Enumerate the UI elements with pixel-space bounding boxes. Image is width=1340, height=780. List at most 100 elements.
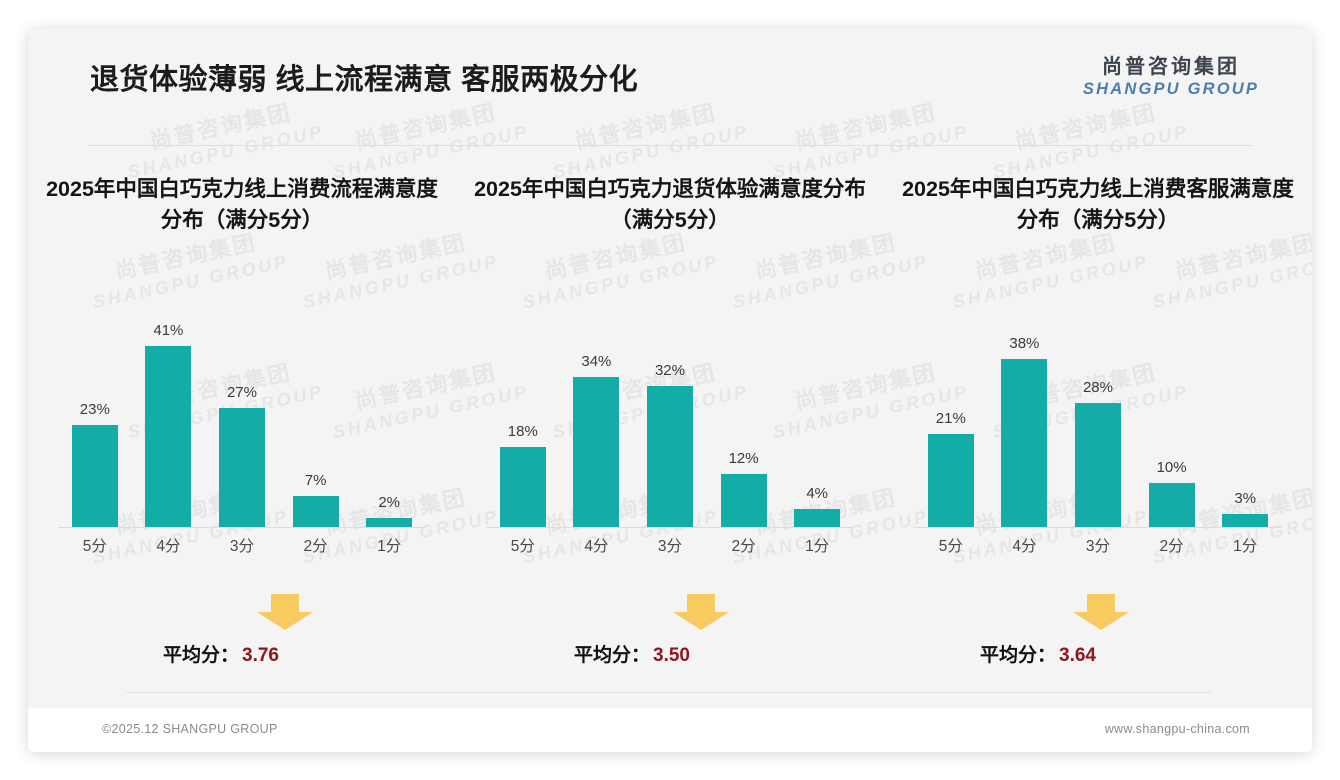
bar-item[interactable]: 12% xyxy=(707,282,781,527)
down-arrow-icon xyxy=(256,592,314,632)
bar-value-label: 41% xyxy=(153,322,184,339)
bar-series: 23% 41% 27% 7% 2% xyxy=(58,282,426,527)
average-annotation: 平均分： 3.64 xyxy=(894,592,1302,678)
chart-title: 2025年中国白巧克力线上消费流程满意度分布（满分5分） xyxy=(46,177,438,232)
chart-title: 2025年中国白巧克力线上消费客服满意度分布（满分5分） xyxy=(902,177,1294,232)
average-score-text: 平均分： 3.50 xyxy=(574,640,690,667)
average-value: 3.64 xyxy=(1059,645,1096,666)
website-link[interactable]: www.shangpu-china.com xyxy=(1104,722,1250,736)
bar-item[interactable]: 21% xyxy=(914,282,988,527)
bar-value-label: 27% xyxy=(226,384,257,401)
x-tick-label: 1分 xyxy=(1233,538,1258,555)
logo-chinese-text: 尚普咨询集团 xyxy=(1102,56,1240,78)
x-tick-label: 1分 xyxy=(805,538,830,555)
chart-panel-2: 2025年中国白巧克力退货体验满意度分布（满分5分） 18% 34% 32% 12% 4%… xyxy=(456,174,884,678)
bar-item[interactable]: 7% xyxy=(279,282,353,527)
logo-english-text: SHANGPU GROUP xyxy=(1082,80,1260,98)
bar-item[interactable]: 3% xyxy=(1208,282,1282,527)
x-tick-label: 2分 xyxy=(303,538,328,555)
bar-rect[interactable] xyxy=(794,509,841,527)
bar-rect[interactable] xyxy=(218,408,265,527)
bar-item[interactable]: 4% xyxy=(780,282,854,527)
average-label: 平均分： xyxy=(574,645,651,666)
average-score-text: 平均分： 3.76 xyxy=(163,640,279,667)
bar-series: 21% 38% 28% 10% 3% xyxy=(914,282,1282,527)
bar-chart-plot: 21% 38% 28% 10% 3% 5分 4分 3分 2分 1分 xyxy=(894,282,1302,555)
bar-rect[interactable] xyxy=(646,386,693,527)
average-label: 平均分： xyxy=(980,645,1057,666)
x-tick-label: 3分 xyxy=(1085,538,1111,555)
footnote-divider xyxy=(126,692,1212,693)
bar-value-label: 12% xyxy=(728,450,759,467)
slide-header: 退货体验薄弱 线上流程满意 客服两极分化 尚普咨询集团 SHANGPU GROU… xyxy=(28,28,1312,120)
bar-value-label: 4% xyxy=(806,485,829,502)
slide-card: 尚普咨询集团 SHANGPU GROUP 尚普咨询集团 SHANGPU GROUP 尚普… xyxy=(28,28,1312,752)
x-tick-label: 4分 xyxy=(1012,538,1037,555)
bar-rect[interactable] xyxy=(145,346,192,527)
average-label: 平均分： xyxy=(163,645,240,666)
bar-chart-plot: 23% 41% 27% 7% 2% 5分 4分 3分 2分 1分 xyxy=(38,282,446,555)
bar-rect[interactable] xyxy=(1148,483,1195,527)
bar-item[interactable]: 38% xyxy=(988,282,1062,527)
copyright-text: ©2025.12 SHANGPU GROUP xyxy=(102,722,278,736)
bar-series: 18% 34% 32% 12% 4% xyxy=(486,282,854,527)
x-axis-labels: 5分 4分 3分 2分 1分 xyxy=(914,534,1282,556)
x-tick-label: 3分 xyxy=(229,538,255,555)
bar-rect[interactable] xyxy=(71,425,118,527)
x-tick-label: 1分 xyxy=(377,538,402,555)
bar-item[interactable]: 34% xyxy=(560,282,634,527)
bar-value-label: 28% xyxy=(1082,379,1113,396)
x-axis-line xyxy=(58,527,426,528)
charts-row: 2025年中国白巧克力线上消费流程满意度分布（满分5分） 23% 41% 27% 7% 2… xyxy=(28,174,1312,678)
bar-rect[interactable] xyxy=(573,377,620,527)
bar-rect[interactable] xyxy=(1074,403,1121,527)
x-tick-label: 4分 xyxy=(156,538,181,555)
chart-title: 2025年中国白巧克力退货体验满意度分布（满分5分） xyxy=(474,177,866,232)
x-axis-line xyxy=(914,527,1282,528)
bar-item[interactable]: 18% xyxy=(486,282,560,527)
average-annotation: 平均分： 3.76 xyxy=(38,592,446,678)
bar-value-label: 34% xyxy=(581,353,612,370)
chart-panel-1: 2025年中国白巧克力线上消费流程满意度分布（满分5分） 23% 41% 27% 7% 2… xyxy=(28,174,456,678)
average-value: 3.50 xyxy=(653,645,690,666)
average-score-text: 平均分： 3.64 xyxy=(980,640,1096,667)
bar-rect[interactable] xyxy=(292,496,339,527)
x-tick-label: 5分 xyxy=(82,538,107,555)
bar-item[interactable]: 28% xyxy=(1061,282,1135,527)
x-tick-label: 5分 xyxy=(938,538,963,555)
bar-value-label: 10% xyxy=(1156,459,1187,476)
bar-item[interactable]: 32% xyxy=(633,282,707,527)
bar-value-label: 23% xyxy=(79,401,110,418)
bar-item[interactable]: 41% xyxy=(132,282,206,527)
x-tick-label: 3分 xyxy=(657,538,683,555)
average-value: 3.76 xyxy=(242,645,279,666)
slide-footer: ©2025.12 SHANGPU GROUP www.shangpu-china… xyxy=(28,708,1312,752)
bar-rect[interactable] xyxy=(499,447,546,527)
bar-value-label: 32% xyxy=(654,362,685,379)
x-axis-labels: 5分 4分 3分 2分 1分 xyxy=(486,534,854,556)
bar-item[interactable]: 23% xyxy=(58,282,132,527)
bar-value-label: 7% xyxy=(304,472,327,489)
bar-item[interactable]: 2% xyxy=(352,282,426,527)
bar-rect[interactable] xyxy=(366,518,413,527)
x-tick-label: 4分 xyxy=(584,538,609,555)
bar-rect[interactable] xyxy=(720,474,767,527)
page-title: 退货体验薄弱 线上流程满意 客服两极分化 xyxy=(90,64,639,96)
x-axis-line xyxy=(486,527,854,528)
bar-rect[interactable] xyxy=(1001,359,1048,527)
bar-rect[interactable] xyxy=(927,434,974,527)
bar-rect[interactable] xyxy=(1222,514,1269,527)
brand-logo: 尚普咨询集团 SHANGPU GROUP xyxy=(1076,50,1266,99)
header-divider xyxy=(88,145,1252,146)
x-tick-label: 2分 xyxy=(731,538,756,555)
down-arrow-icon xyxy=(672,592,730,632)
x-tick-label: 5分 xyxy=(510,538,535,555)
bar-value-label: 18% xyxy=(507,423,538,440)
average-annotation: 平均分： 3.50 xyxy=(466,592,874,678)
bar-item[interactable]: 27% xyxy=(205,282,279,527)
down-arrow-icon xyxy=(1072,592,1130,632)
bar-value-label: 2% xyxy=(378,494,401,511)
bar-chart-plot: 18% 34% 32% 12% 4% 5分 4分 3分 2分 1分 xyxy=(466,282,874,555)
bar-item[interactable]: 10% xyxy=(1135,282,1209,527)
chart-panel-3: 2025年中国白巧克力线上消费客服满意度分布（满分5分） 21% 38% 28% 10%… xyxy=(884,174,1312,678)
